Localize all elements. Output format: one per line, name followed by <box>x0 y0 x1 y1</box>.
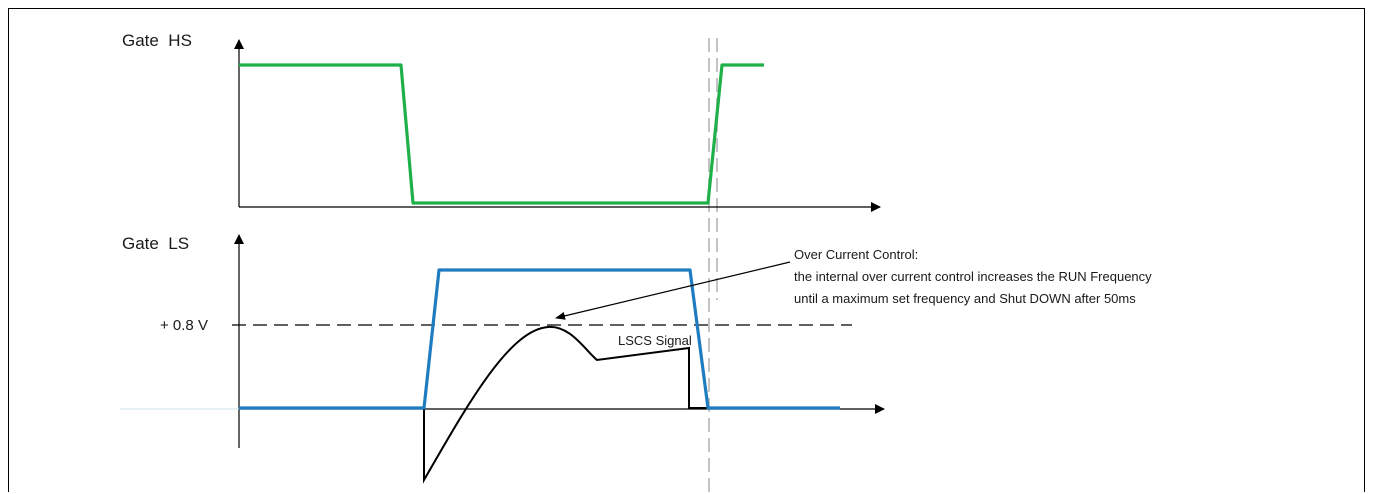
gate-ls-waveform <box>239 268 840 410</box>
lscs-waveform <box>239 325 710 484</box>
annotation-line-3: until a maximum set frequency and Shut D… <box>794 291 1136 306</box>
diagram-frame <box>8 8 1365 492</box>
gate-ls-title: Gate LS <box>122 234 189 253</box>
gate-hs-waveform <box>239 63 764 205</box>
annotation-arrow <box>555 261 791 320</box>
lscs-signal-label: LSCS Signal <box>618 333 692 348</box>
threshold-label: + 0.8 V <box>160 317 208 334</box>
annotation-line-1: Over Current Control: <box>794 247 918 262</box>
gate-hs-title: Gate HS <box>122 31 192 50</box>
annotation-line-2: the internal over current control increa… <box>794 269 1152 284</box>
